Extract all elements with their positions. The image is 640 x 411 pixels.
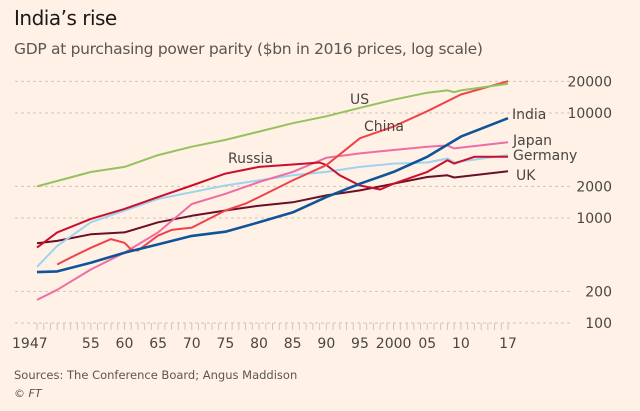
series-label-uk: UK	[516, 168, 536, 184]
x-tick-label: 75	[216, 336, 234, 352]
x-tick-label: 17	[499, 336, 517, 352]
series-label-germany: Germany	[513, 148, 577, 164]
y-tick-label: 10000	[567, 106, 612, 122]
x-tick-label: 60	[116, 336, 134, 352]
x-tick-label: 70	[183, 336, 201, 352]
x-tick-label: 05	[418, 336, 436, 352]
x-tick-label: 2000	[376, 336, 412, 352]
y-tick-label: 2000	[576, 179, 612, 195]
series-line-uk	[36, 170, 509, 245]
series-label-russia: Russia	[228, 151, 273, 167]
series-line-germany	[36, 154, 509, 268]
x-tick-label: 95	[351, 336, 369, 352]
series-line-japan	[36, 141, 509, 301]
series-line-india	[36, 116, 509, 274]
y-tick-label: 200	[585, 284, 612, 300]
y-tick-label: 1000	[576, 211, 612, 227]
series-label-india: India	[512, 107, 546, 123]
series-line-china	[56, 80, 509, 266]
x-tick-label: 65	[149, 336, 167, 352]
series-line-russia	[36, 155, 508, 249]
x-tick-label: 10	[452, 336, 470, 352]
x-tick-label: 1947	[12, 336, 48, 352]
y-tick-label: 100	[585, 316, 612, 332]
series-label-us: US	[350, 92, 369, 108]
series-line-us	[36, 82, 509, 188]
x-tick-label: 85	[284, 336, 302, 352]
x-tick-label: 55	[82, 336, 100, 352]
x-tick-label: 80	[250, 336, 268, 352]
credit: © FT	[14, 387, 42, 400]
x-tick-label: 90	[317, 336, 335, 352]
chart-subtitle: GDP at purchasing power parity ($bn in 2…	[14, 40, 483, 58]
y-tick-label: 20000	[567, 74, 612, 90]
series-label-china: China	[364, 119, 404, 135]
series-label-japan: Japan	[512, 133, 552, 149]
chart-title: India’s rise	[14, 6, 117, 30]
source-note: Sources: The Conference Board; Angus Mad…	[14, 368, 298, 382]
